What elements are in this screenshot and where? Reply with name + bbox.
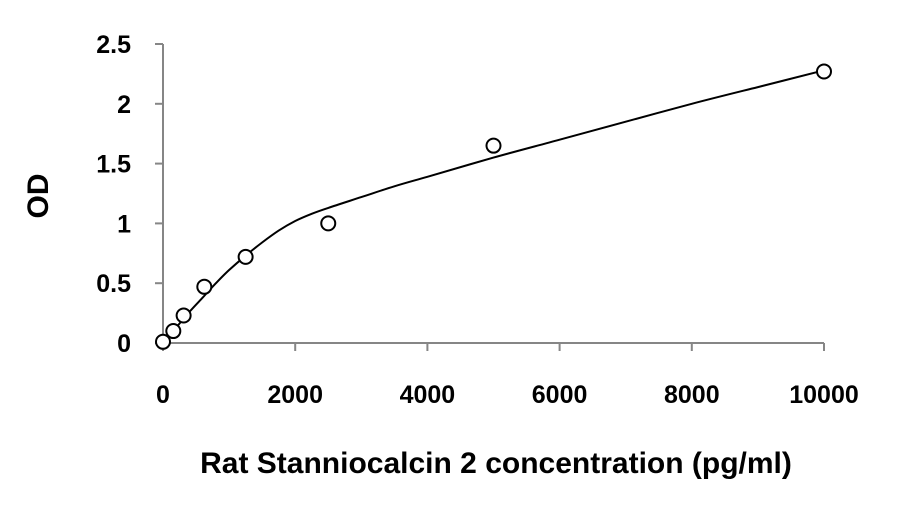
data-point bbox=[165, 323, 182, 340]
data-point bbox=[816, 63, 832, 80]
y-tick-label: 2.5 bbox=[96, 31, 131, 59]
x-tick-label: 2000 bbox=[267, 381, 323, 409]
x-tick-label: 4000 bbox=[400, 381, 456, 409]
data-point bbox=[485, 137, 502, 154]
data-point bbox=[320, 215, 337, 232]
x-tick-label: 8000 bbox=[664, 381, 720, 409]
y-tick-label: 0.5 bbox=[96, 270, 131, 298]
fit-curve bbox=[162, 69, 825, 344]
x-axis-title: Rat Stanniocalcin 2 concentration (pg/ml… bbox=[200, 447, 792, 480]
data-point bbox=[175, 307, 192, 324]
x-tick-label: 10000 bbox=[789, 381, 859, 409]
x-tick-labels: 0 2000 4000 6000 8000 10000 bbox=[156, 381, 859, 409]
data-point bbox=[237, 248, 254, 265]
y-axis-title: OD bbox=[22, 174, 55, 219]
axes bbox=[155, 43, 825, 351]
x-tick-label: 0 bbox=[156, 381, 170, 409]
y-tick-label: 1.5 bbox=[96, 151, 131, 179]
x-tick-label: 6000 bbox=[532, 381, 588, 409]
data-points bbox=[155, 63, 832, 350]
data-point bbox=[155, 333, 171, 350]
y-tick-label: 2 bbox=[117, 91, 131, 119]
y-tick-label: 0 bbox=[117, 330, 131, 358]
y-tick-label: 1 bbox=[117, 210, 131, 238]
y-tick-labels: 0 0.5 1 1.5 2 2.5 bbox=[96, 31, 131, 358]
data-point bbox=[196, 278, 213, 295]
